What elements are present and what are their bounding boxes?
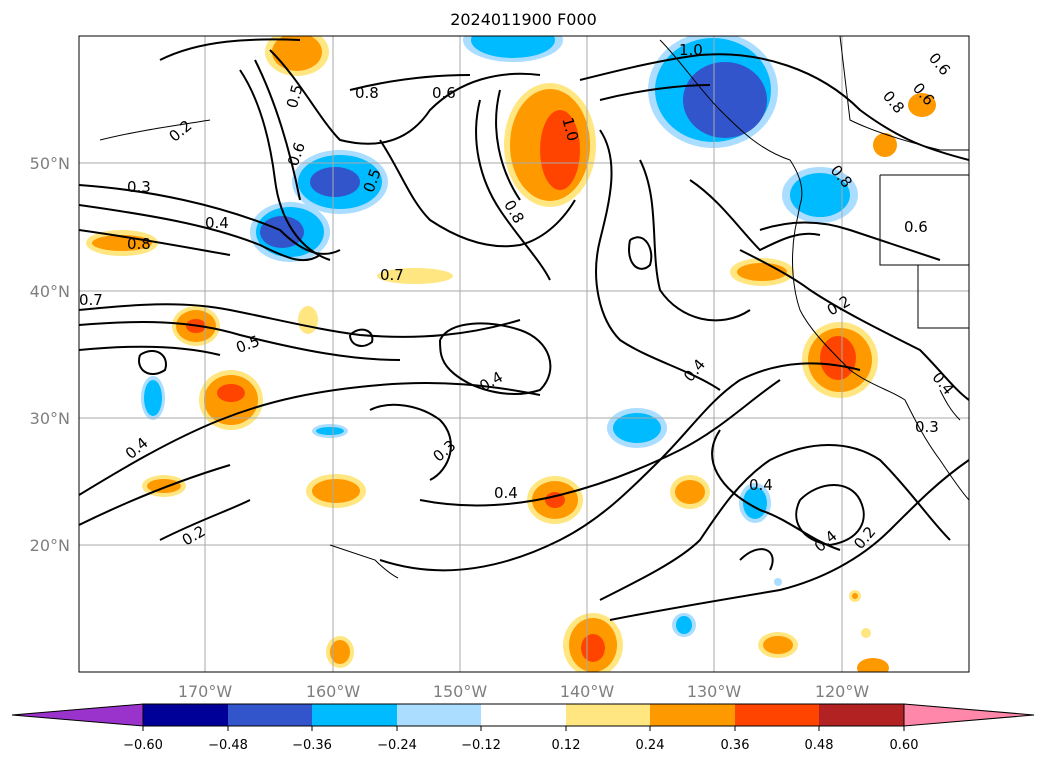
contour-label: 1.0 — [558, 115, 582, 143]
contour-label: 0.5 — [283, 83, 307, 111]
lon-label: 130°W — [687, 682, 742, 701]
contour-label: 0.8 — [127, 235, 151, 253]
colorbar-tick-label: 0.60 — [890, 738, 919, 753]
lat-label: 30°N — [30, 409, 70, 428]
contour-label: 0.4 — [749, 476, 773, 494]
colorbar-tick-label: −0.60 — [123, 738, 163, 753]
colorbar-tick-label: 0.12 — [552, 738, 581, 753]
map-title: 2024011900 F000 — [450, 10, 597, 29]
colorbar-tick-label: −0.12 — [461, 738, 501, 753]
contour-label: 0.3 — [127, 178, 151, 196]
colorbar-tick-label: 0.36 — [721, 738, 750, 753]
coastlines — [99, 36, 969, 579]
lat-label: 20°N — [30, 536, 70, 555]
lon-label: 170°W — [178, 682, 233, 701]
colorbar-max-extend — [903, 703, 1035, 727]
colorbar-segment — [228, 704, 312, 726]
colorbar-segment — [566, 704, 650, 726]
contour-label: 0.6 — [904, 218, 928, 236]
colorbar-segment — [735, 704, 819, 726]
colorbar: −0.60 −0.48 −0.36 −0.24 −0.12 0.12 0.24 … — [11, 703, 1035, 753]
contour-label: 0.3 — [915, 418, 939, 436]
contour-label: 0.7 — [79, 291, 103, 309]
contour-label: 0.4 — [494, 484, 518, 502]
contour-label: 0.6 — [432, 84, 456, 102]
colorbar-segment — [481, 704, 566, 726]
lon-label: 160°W — [306, 682, 361, 701]
colorbar-min-extend — [11, 703, 144, 727]
colorbar-tick-label: −0.48 — [208, 738, 248, 753]
contour-lines — [79, 38, 969, 621]
colorbar-tick-label: −0.36 — [292, 738, 332, 753]
lon-label: 150°W — [433, 682, 488, 701]
colorbar-tick-label: 0.24 — [636, 738, 665, 753]
lon-label: 140°W — [560, 682, 615, 701]
lon-label: 120°W — [815, 682, 870, 701]
latitude-axis: 50°N 40°N 30°N 20°N — [30, 154, 70, 555]
anomaly-shading — [86, 36, 936, 672]
contour-label: 0.8 — [355, 84, 379, 102]
lat-label: 40°N — [30, 282, 70, 301]
colorbar-segment — [312, 704, 397, 726]
colorbar-segment — [650, 704, 735, 726]
map-frame — [78, 35, 970, 673]
colorbar-segment — [143, 704, 228, 726]
contour-label: 0.4 — [205, 214, 229, 232]
colorbar-tick-label: 0.48 — [805, 738, 834, 753]
colorbar-tick-label: −0.24 — [377, 738, 417, 753]
contour-label: 0.7 — [380, 266, 404, 284]
contour-label: 1.0 — [679, 41, 703, 59]
colorbar-segment — [397, 704, 481, 726]
lat-label: 50°N — [30, 154, 70, 173]
colorbar-segment — [819, 704, 904, 726]
longitude-axis: 170°W 160°W 150°W 140°W 130°W 120°W — [178, 682, 870, 701]
